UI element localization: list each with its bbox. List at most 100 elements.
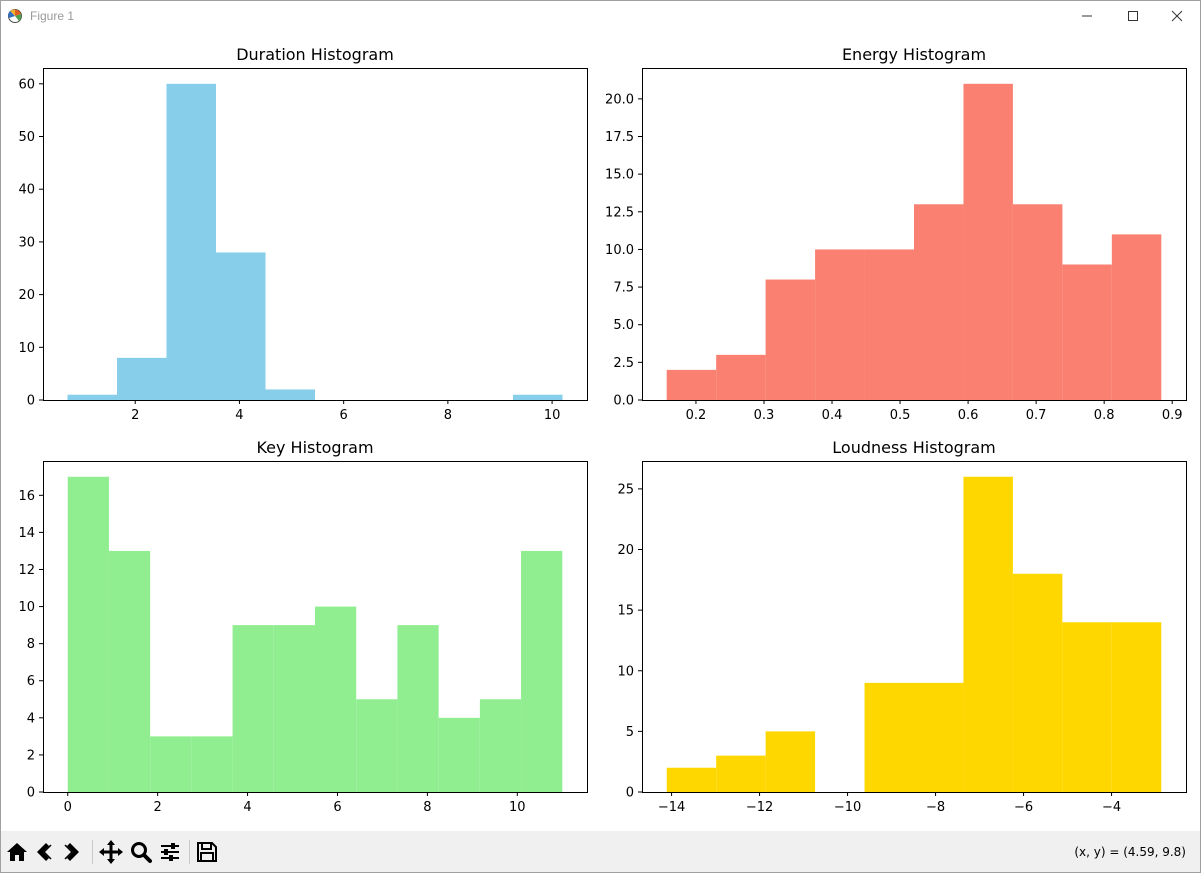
y-tick-label: 5 xyxy=(626,725,634,740)
figure-canvas[interactable]: 2 4 6 8 10 0 10 20 30 40 50 60 Duration Histogram 0.2… xyxy=(1,31,1200,831)
y-tick-label: 25 xyxy=(617,482,634,497)
window-title: Figure 1 xyxy=(30,9,75,23)
save-icon xyxy=(197,842,217,862)
histogram-bar xyxy=(521,550,563,792)
title-bar: Figure 1 xyxy=(1,1,1200,31)
histogram-bar xyxy=(397,625,439,792)
histogram-bar xyxy=(479,699,522,792)
subplot-2: 0.2 0.3 0.4 0.5 0.6 0.7 0.8 0.9 0.0 2.5 5.0 7.5 10.0… xyxy=(605,45,1187,423)
histogram-bar xyxy=(815,249,865,400)
x-tick-label: 6 xyxy=(333,800,341,815)
histogram-bar xyxy=(864,682,914,792)
x-tick-label: 0 xyxy=(64,800,72,815)
histogram-bar xyxy=(191,736,233,792)
histogram-bar xyxy=(273,625,315,792)
pan-icon xyxy=(99,840,123,864)
subplot-title: Duration Histogram xyxy=(236,45,394,64)
maximize-button[interactable] xyxy=(1110,1,1156,31)
save-button[interactable] xyxy=(194,839,220,865)
navigation-toolbar: (x, y) = (4.59, 9.8) xyxy=(1,831,1200,872)
histogram-bar xyxy=(1111,234,1162,400)
x-tick-label: 10 xyxy=(509,800,526,815)
histogram-bar xyxy=(963,476,1013,792)
y-tick-label: 20 xyxy=(617,543,634,558)
maximize-icon xyxy=(1128,11,1138,21)
y-tick-label: 6 xyxy=(27,674,35,689)
histogram-bar xyxy=(963,83,1013,401)
histogram-bar xyxy=(1012,204,1063,400)
x-tick-label: −6 xyxy=(1014,800,1033,815)
y-tick-label: 15 xyxy=(617,604,634,619)
histogram-bar xyxy=(914,682,964,792)
x-tick-label: 0.4 xyxy=(822,408,843,423)
forward-button[interactable] xyxy=(59,839,85,865)
x-tick-label: −4 xyxy=(1102,800,1121,815)
histogram-bar xyxy=(438,717,480,792)
minimize-icon xyxy=(1082,15,1092,17)
y-tick-label: 10 xyxy=(18,600,35,615)
cursor-coordinates: (x, y) = (4.59, 9.8) xyxy=(1074,845,1186,859)
x-tick-label: 6 xyxy=(340,408,348,423)
histogram-bar xyxy=(67,394,117,400)
histogram-bar xyxy=(232,625,274,792)
zoom-icon xyxy=(131,842,152,863)
axes-frame xyxy=(43,68,588,401)
y-tick-label: 10.0 xyxy=(605,243,634,258)
histogram-bar xyxy=(215,252,266,400)
x-tick-label: −12 xyxy=(746,800,773,815)
x-tick-label: 8 xyxy=(423,800,431,815)
histogram-bar xyxy=(150,736,192,792)
y-tick-label: 16 xyxy=(18,489,35,504)
histogram-bar xyxy=(315,606,357,792)
x-tick-label: 0.2 xyxy=(686,408,707,423)
subplot-4: −14 −12 −10 −8 −6 −4 0 5 10 15 20 25 Loudness Histog… xyxy=(617,438,1187,815)
home-button[interactable] xyxy=(4,839,30,865)
y-tick-label: 5.0 xyxy=(613,318,634,333)
toolbar-separator xyxy=(92,840,93,864)
histogram-bar xyxy=(914,204,964,400)
x-tick-label: 0.9 xyxy=(1162,408,1183,423)
y-tick-label: 2 xyxy=(27,748,35,763)
histogram-bar xyxy=(1062,622,1112,792)
y-tick-label: 0 xyxy=(27,394,35,409)
histogram-bar xyxy=(166,83,216,401)
x-tick-label: 2 xyxy=(154,800,162,815)
configure-subplots-button[interactable] xyxy=(157,839,183,865)
x-tick-label: 4 xyxy=(243,800,251,815)
close-button[interactable] xyxy=(1154,1,1200,31)
y-tick-label: 20.0 xyxy=(605,92,634,107)
histogram-bar xyxy=(864,249,914,400)
histogram-bar xyxy=(1062,264,1112,400)
x-tick-label: 2 xyxy=(131,408,139,423)
configure-subplots-icon xyxy=(161,843,179,861)
subplot-title: Energy Histogram xyxy=(842,45,986,64)
y-tick-label: 40 xyxy=(18,183,35,198)
y-tick-label: 0.0 xyxy=(613,394,634,409)
x-tick-label: −14 xyxy=(658,800,685,815)
subplot-title: Key Histogram xyxy=(256,438,373,457)
histogram-bar xyxy=(716,755,766,792)
x-tick-label: −8 xyxy=(926,800,945,815)
x-tick-label: 0.7 xyxy=(1026,408,1047,423)
histogram-bar xyxy=(108,550,151,792)
subplot-title: Loudness Histogram xyxy=(832,438,995,457)
pan-button[interactable] xyxy=(98,839,124,865)
histogram-bar xyxy=(765,731,816,792)
x-tick-label: 0.8 xyxy=(1094,408,1115,423)
x-tick-label: 0.5 xyxy=(890,408,911,423)
histogram-bar xyxy=(666,369,717,400)
axes-frame xyxy=(642,461,1187,793)
y-tick-label: 50 xyxy=(18,130,35,145)
back-button[interactable] xyxy=(31,839,57,865)
histogram-bar xyxy=(116,357,167,400)
histogram-bar xyxy=(513,394,563,400)
minimize-button[interactable] xyxy=(1064,1,1110,31)
zoom-button[interactable] xyxy=(128,839,154,865)
y-tick-label: 0 xyxy=(27,786,35,801)
histogram-bar xyxy=(765,279,816,400)
y-tick-label: 10 xyxy=(617,664,634,679)
histogram-bar xyxy=(1012,573,1063,792)
y-tick-label: 2.5 xyxy=(613,356,634,371)
